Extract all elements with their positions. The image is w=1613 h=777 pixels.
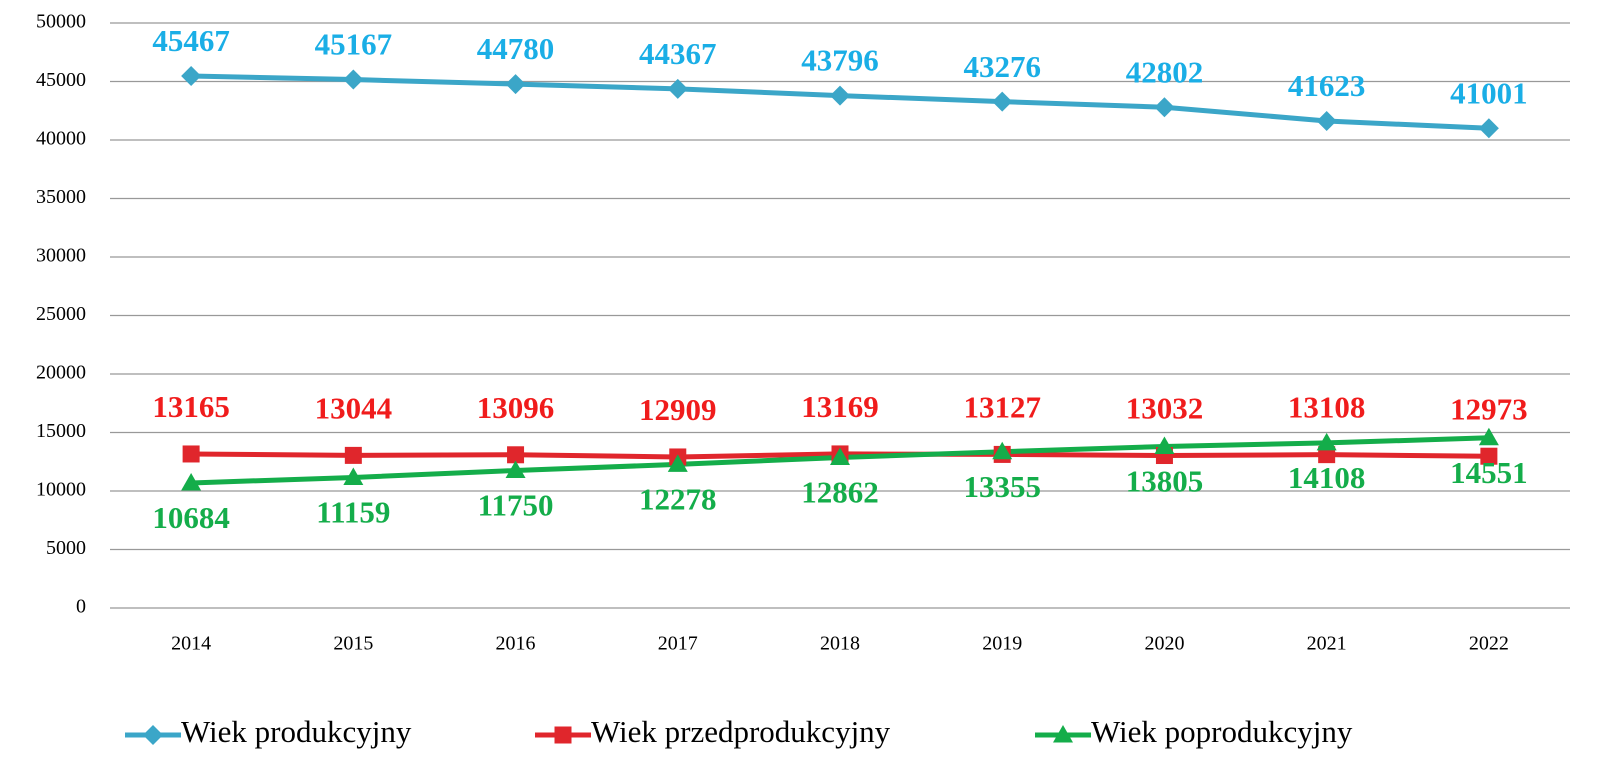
marker (830, 447, 850, 466)
y-tick-label: 0 (76, 596, 86, 618)
data-label: 43796 (801, 43, 879, 78)
marker (182, 445, 200, 463)
marker (1154, 436, 1175, 454)
marker (181, 66, 202, 87)
x-tick-label: 2021 (1307, 633, 1347, 655)
y-tick-label: 30000 (36, 245, 86, 267)
data-label: 41001 (1450, 75, 1528, 110)
y-tick-label: 5000 (46, 537, 86, 559)
legend-label: Wiek poprodukcyjny (1091, 714, 1353, 749)
marker (507, 446, 525, 464)
data-label: 13165 (152, 389, 230, 424)
data-label: 12973 (1450, 391, 1528, 426)
x-tick-label: 2014 (171, 633, 211, 655)
data-label: 13127 (963, 390, 1041, 425)
marker (143, 725, 163, 745)
marker (505, 460, 526, 479)
marker (344, 446, 362, 464)
data-label: 10684 (152, 500, 230, 535)
marker (554, 726, 572, 744)
data-label: 43276 (963, 49, 1041, 84)
legend-label: Wiek przedprodukcyjny (591, 714, 891, 749)
data-label: 45467 (152, 23, 230, 58)
data-label: 13108 (1288, 390, 1366, 425)
marker (992, 441, 1013, 460)
marker (667, 454, 688, 472)
data-label: 11159 (316, 495, 390, 530)
x-tick-label: 2016 (496, 633, 536, 655)
marker (1053, 725, 1073, 743)
y-tick-label: 50000 (36, 11, 86, 33)
data-label: 13805 (1126, 464, 1204, 499)
marker (830, 85, 850, 106)
data-label: 13044 (315, 390, 393, 425)
data-label: 12862 (801, 475, 879, 510)
data-label: 44367 (639, 36, 717, 71)
x-tick-label: 2015 (333, 633, 373, 655)
x-tick-label: 2018 (820, 633, 860, 655)
data-label: 44780 (477, 31, 555, 66)
data-label: 11750 (478, 488, 554, 523)
y-tick-label: 20000 (36, 362, 86, 384)
marker (343, 467, 364, 485)
x-tick-label: 2019 (982, 633, 1022, 655)
marker (992, 91, 1013, 112)
data-label: 42802 (1126, 54, 1204, 89)
data-label: 12909 (639, 392, 717, 427)
data-label: 14108 (1288, 460, 1366, 495)
x-tick-label: 2020 (1144, 633, 1184, 655)
data-label: 13169 (801, 389, 879, 424)
data-label: 13355 (963, 469, 1041, 504)
marker (1316, 432, 1337, 451)
data-label: 13096 (477, 390, 555, 425)
y-tick-label: 35000 (36, 186, 86, 208)
x-tick-label: 2022 (1469, 633, 1509, 655)
marker (1480, 447, 1498, 465)
marker (343, 69, 364, 90)
marker (1154, 97, 1175, 118)
y-tick-label: 40000 (36, 128, 86, 150)
marker (1478, 118, 1499, 139)
marker (181, 472, 202, 491)
legend-label: Wiek produkcyjny (181, 714, 412, 749)
data-label: 14551 (1450, 455, 1528, 490)
data-label: 41623 (1288, 68, 1366, 103)
data-label: 13032 (1126, 391, 1204, 426)
y-tick-label: 45000 (36, 69, 86, 91)
marker (505, 74, 526, 95)
y-tick-label: 15000 (36, 420, 86, 442)
marker (667, 78, 688, 99)
y-tick-label: 25000 (36, 303, 86, 325)
data-label: 12278 (639, 481, 717, 516)
marker (1478, 427, 1499, 446)
x-tick-label: 2017 (658, 633, 698, 655)
data-label: 45167 (315, 27, 393, 62)
y-tick-label: 10000 (36, 479, 86, 501)
marker (1316, 111, 1337, 132)
